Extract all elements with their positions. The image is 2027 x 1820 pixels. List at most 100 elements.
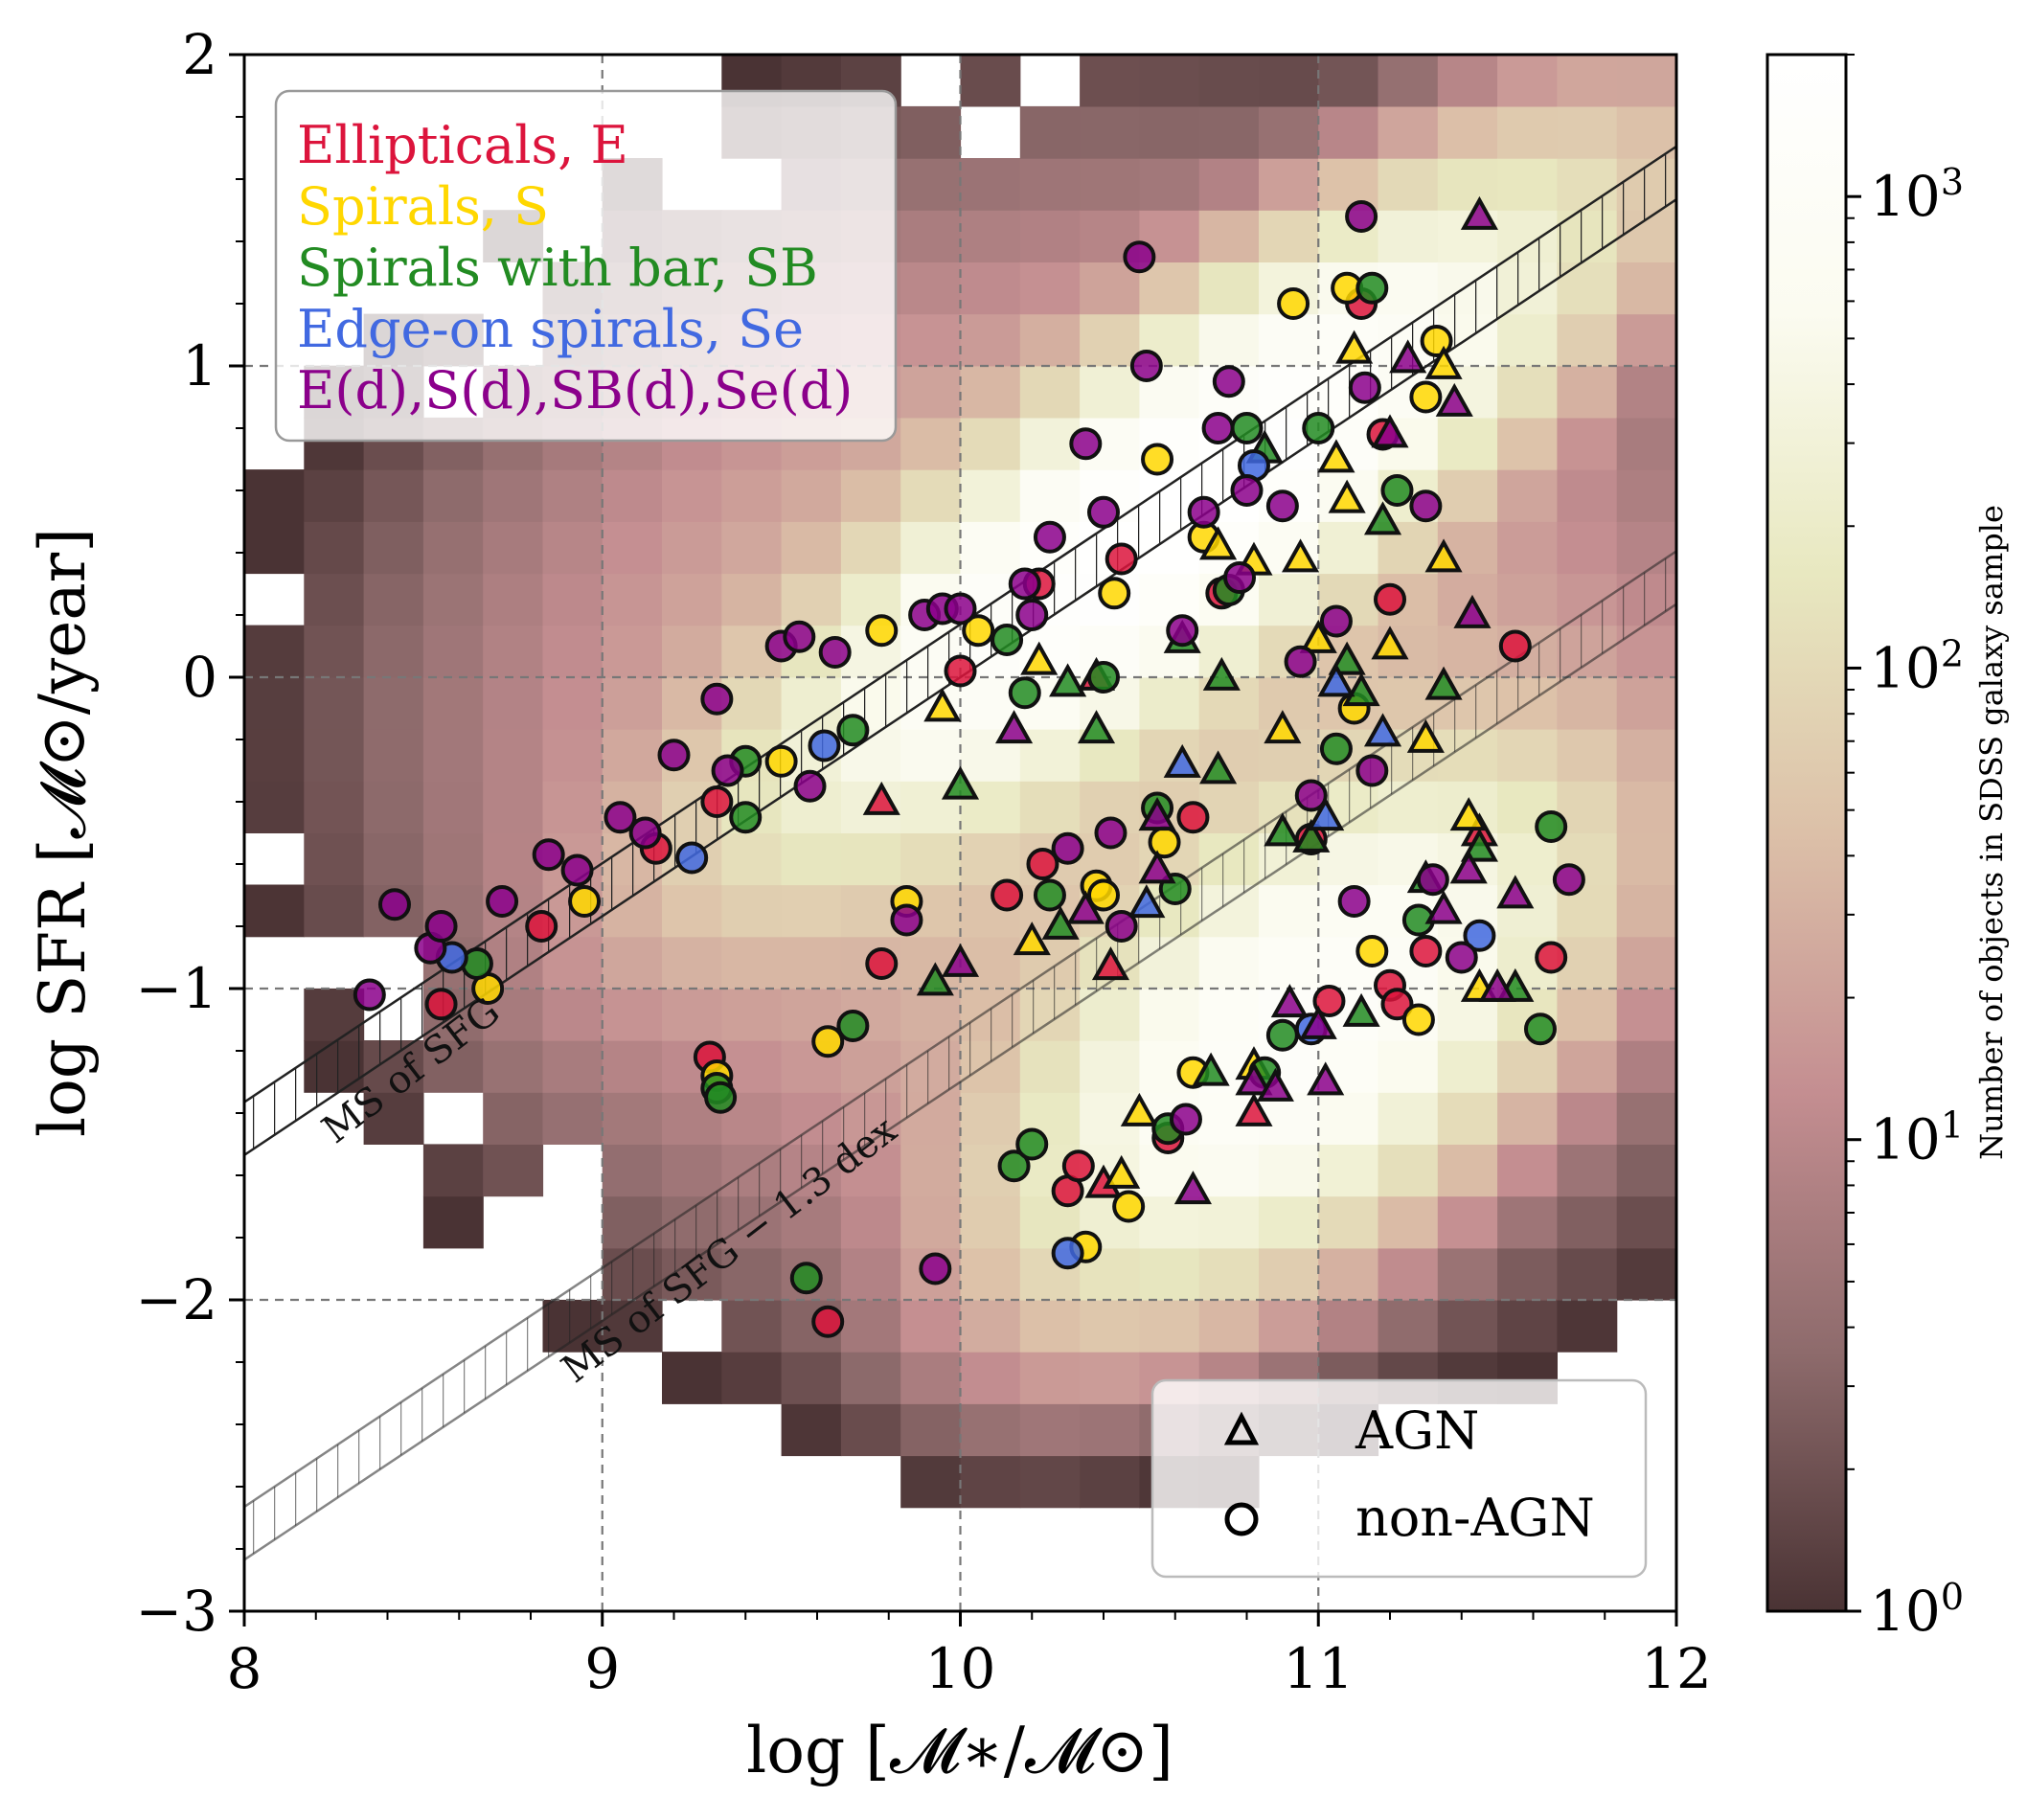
hist-cell [1557, 365, 1618, 419]
hist-cell [363, 469, 424, 522]
non-agn-point [1374, 582, 1406, 616]
non-agn-point [811, 1025, 845, 1058]
hist-cell [1437, 1247, 1498, 1301]
y-tick-label: 1 [182, 333, 217, 398]
non-agn-point [1312, 985, 1346, 1017]
hist-cell [900, 313, 962, 367]
non-agn-point [1201, 412, 1235, 444]
hist-cell [1497, 158, 1558, 211]
agn-point [1424, 345, 1463, 379]
hist-cell [900, 365, 962, 419]
hist-cell [1616, 676, 1676, 730]
agn-point [1120, 1092, 1158, 1126]
hist-cell [602, 676, 663, 730]
non-agn-point [1230, 474, 1264, 507]
hist-cell [1019, 469, 1081, 522]
hist-cell [1497, 365, 1558, 419]
hist-cell [1557, 1144, 1618, 1197]
hist-cell [1616, 988, 1676, 1041]
hist-cell [721, 573, 783, 626]
agn-point [916, 962, 954, 996]
hist-cell [483, 573, 544, 626]
hist-cell [1019, 313, 1081, 367]
hist-cell [840, 1403, 901, 1457]
hist-cell [1019, 1403, 1081, 1457]
hist-cell [1616, 469, 1676, 522]
hist-cell [1557, 1040, 1618, 1093]
hist-cell [304, 832, 365, 886]
agn-point [1496, 875, 1535, 909]
hist-cell [1198, 1247, 1260, 1301]
non-agn-point [944, 654, 977, 688]
non-agn-point [353, 978, 386, 1012]
agn-point [1307, 797, 1345, 831]
hist-cell [483, 1092, 544, 1145]
non-agn-point [865, 947, 899, 980]
hist-cell [1378, 105, 1439, 159]
non-agn-point [1416, 863, 1449, 897]
hist-cell [840, 573, 901, 626]
hist-cell [1139, 1247, 1200, 1301]
hist-cell [900, 832, 962, 886]
legend-entry-non-agn: non-AGN [1355, 1488, 1595, 1548]
non-agn-point [789, 1262, 823, 1295]
agn-point [1127, 884, 1166, 919]
hist-cell [602, 729, 663, 782]
hist-cell [1198, 1144, 1260, 1197]
hist-cell [1437, 1144, 1498, 1197]
colorbar-tick-exponent: 1 [1941, 1104, 1964, 1147]
non-agn-point [1061, 1149, 1095, 1183]
non-agn-point [811, 1305, 845, 1338]
hist-cell [1259, 158, 1319, 211]
hist-cell [960, 158, 1021, 211]
non-agn-point [783, 620, 816, 653]
non-agn-point [675, 841, 709, 875]
hist-cell [960, 1247, 1021, 1301]
hist-cell [1497, 1195, 1558, 1249]
hist-cell [662, 573, 722, 626]
hist-cell [662, 1352, 722, 1404]
hist-cell [1080, 1403, 1140, 1457]
agn-point [923, 688, 962, 722]
hist-cell [1378, 1195, 1439, 1249]
agn-point [941, 943, 980, 977]
hist-cell [422, 521, 484, 575]
hist-cell [1378, 55, 1439, 107]
hist-cell [1616, 1144, 1676, 1197]
legend-entry-agn: AGN [1355, 1400, 1479, 1461]
hist-cell [1080, 365, 1140, 419]
hist-cell [1616, 262, 1676, 315]
agn-point [1020, 641, 1059, 675]
hist-cell [662, 884, 722, 938]
hist-cell [840, 1247, 901, 1301]
hist-cell [1139, 158, 1200, 211]
hist-cell [483, 469, 544, 522]
hist-cell [1616, 1247, 1676, 1301]
hist-cell [900, 417, 962, 470]
agn-point [1091, 946, 1130, 981]
non-agn-point [1265, 1018, 1299, 1052]
non-agn-point [808, 729, 841, 762]
non-agn-point [1535, 941, 1568, 974]
colorbar-tick-label: 102 [1870, 632, 1964, 700]
hist-cell [363, 781, 424, 833]
agn-point [1460, 828, 1498, 862]
non-agn-point [1294, 779, 1328, 812]
hist-cell [1616, 781, 1676, 833]
hist-cell [602, 625, 663, 678]
hist-cell [483, 1144, 544, 1197]
non-agn-point [1445, 941, 1478, 974]
hist-cell [244, 729, 305, 782]
non-agn-point [818, 636, 852, 669]
hist-cell [1437, 105, 1498, 159]
non-agn-point [560, 853, 594, 887]
hist-cell [1616, 1092, 1676, 1145]
hist-cell [781, 884, 842, 938]
non-agn-point [1355, 754, 1389, 787]
hist-cell [1259, 573, 1319, 626]
class-legend: Ellipticals, E Spirals, S Spirals with b… [274, 89, 898, 443]
hist-cell [602, 988, 663, 1041]
agn-point [1138, 797, 1176, 831]
